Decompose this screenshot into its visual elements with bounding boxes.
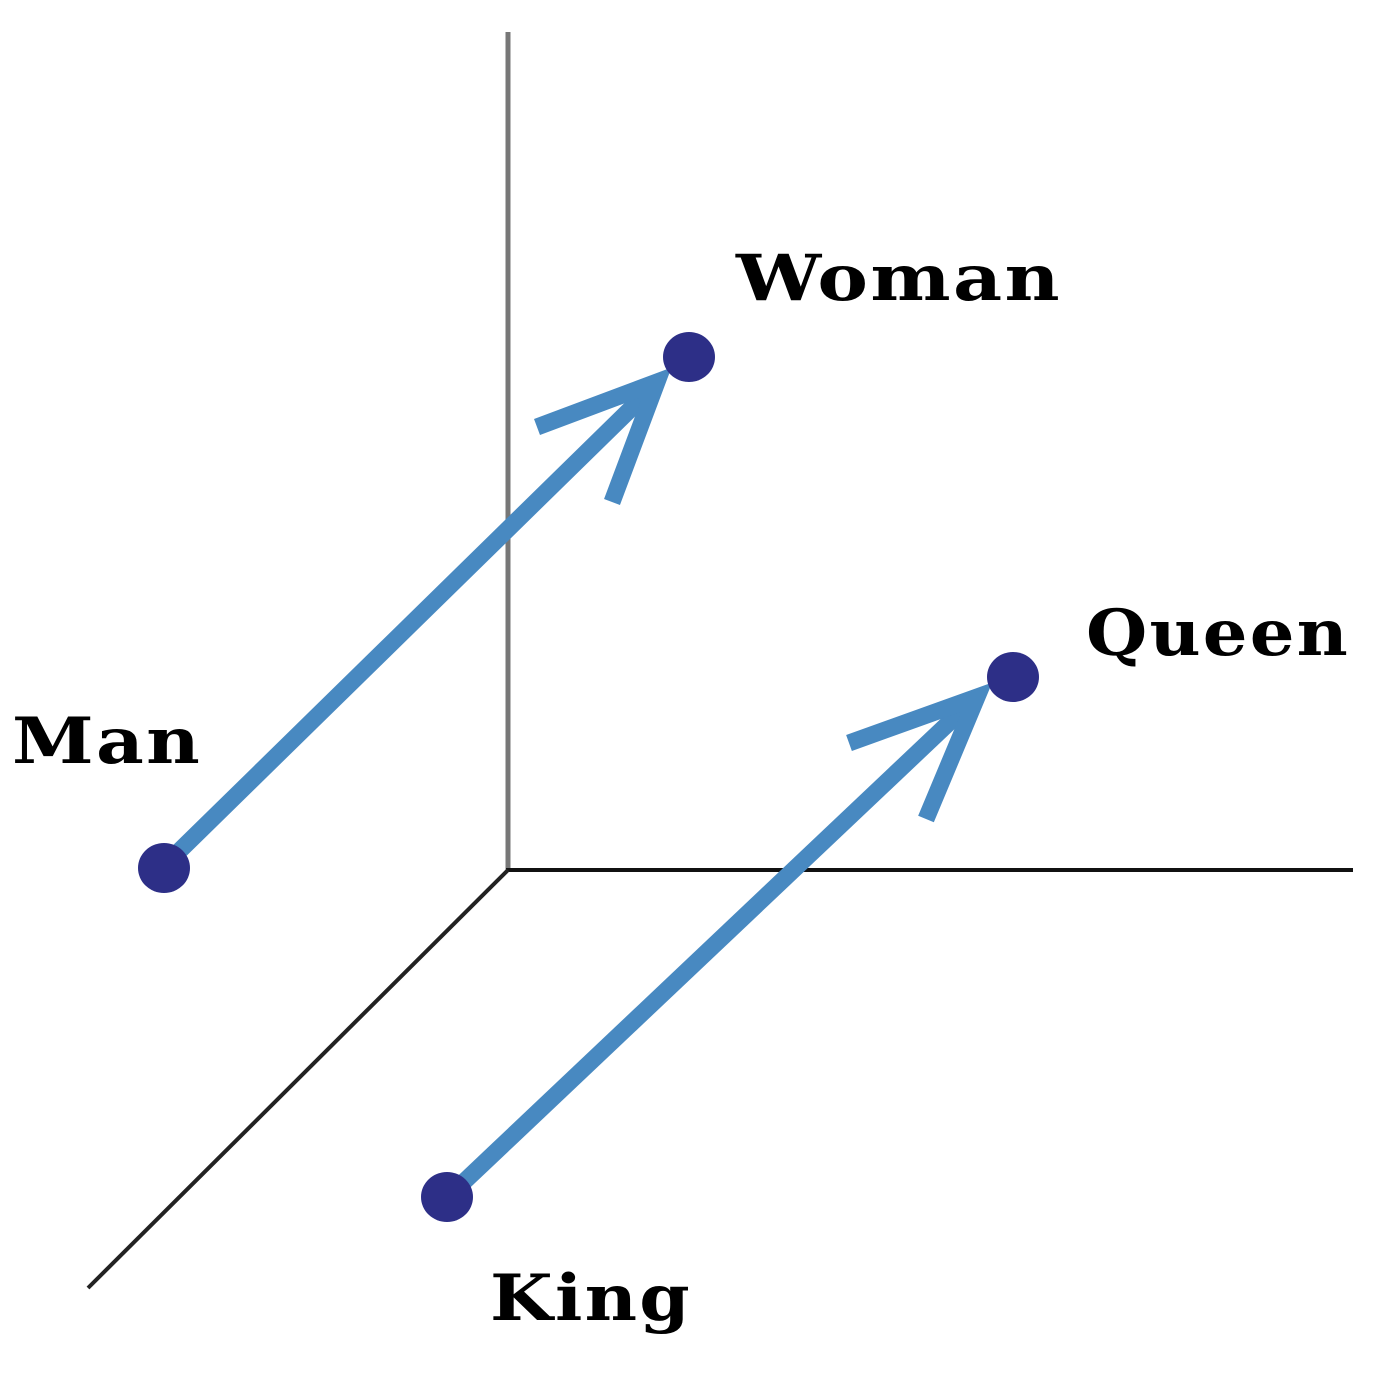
arrow-man-to-woman: [159, 367, 672, 872]
point-king: [421, 1172, 473, 1222]
arrow-king-to-queen: [444, 682, 993, 1202]
label-king: King: [490, 1261, 692, 1336]
arrow-shaft-king-queen: [444, 693, 979, 1202]
arrow-head-man-woman: [534, 367, 672, 505]
label-man: Man: [12, 704, 202, 779]
axes: [86, 32, 1353, 1290]
arrow-shaft-man-woman: [159, 381, 658, 872]
depth-axis: [86, 868, 510, 1290]
labels: Woman Queen Man King: [12, 241, 1350, 1336]
point-man: [138, 843, 190, 893]
point-queen: [987, 652, 1039, 702]
point-woman: [663, 332, 715, 382]
label-queen: Queen: [1086, 596, 1350, 671]
points: [138, 332, 1039, 1222]
arrow-head-king-queen: [846, 682, 993, 823]
label-woman: Woman: [735, 241, 1062, 316]
